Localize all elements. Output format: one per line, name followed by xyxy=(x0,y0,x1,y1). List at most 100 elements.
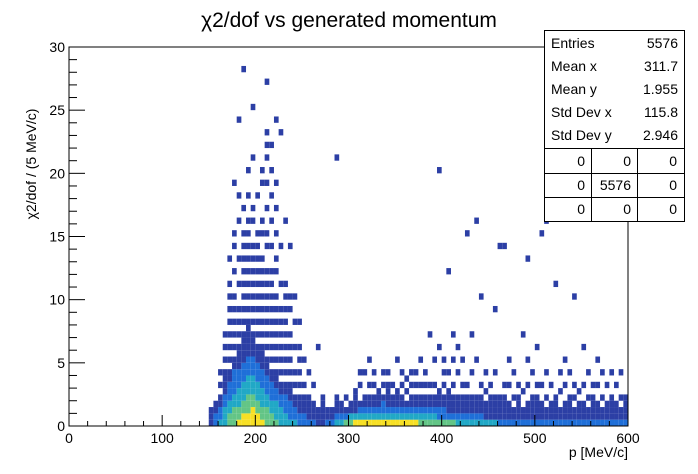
heatmap-bin xyxy=(241,318,247,325)
heatmap-bin xyxy=(264,179,270,186)
heatmap-bin xyxy=(283,369,288,376)
heatmap-bin xyxy=(492,369,498,376)
heatmap-bin xyxy=(246,230,251,237)
heatmap-bin xyxy=(390,400,396,408)
heatmap-bin xyxy=(600,394,605,401)
heatmap-bin xyxy=(292,381,298,389)
y-axis-label: χ2/dof / (5 MeV/c) xyxy=(23,109,39,220)
heatmap-bin xyxy=(273,413,279,420)
heatmap-bin xyxy=(618,419,624,426)
heatmap-bin xyxy=(269,388,274,395)
heatmap-bin xyxy=(264,78,270,85)
heatmap-bin xyxy=(427,394,433,401)
heatmap-bin xyxy=(446,413,451,420)
heatmap-bin xyxy=(259,305,265,313)
heatmap-bin xyxy=(246,343,251,351)
heatmap-bin xyxy=(502,407,507,414)
heatmap-bin xyxy=(423,407,428,414)
heatmap-bin xyxy=(399,369,405,376)
heatmap-bin xyxy=(381,381,386,389)
heatmap-bin xyxy=(227,343,233,351)
heatmap-bin xyxy=(474,356,479,363)
y-tick-label: 25 xyxy=(49,102,65,118)
heatmap-bin xyxy=(292,419,298,426)
heatmap-bin xyxy=(259,318,265,325)
x-tick-label: 200 xyxy=(244,430,268,446)
heatmap-bin xyxy=(232,407,237,414)
heatmap-bin xyxy=(437,343,442,351)
heatmap-bin xyxy=(530,419,535,426)
heatmap-bin xyxy=(227,407,233,414)
heatmap-bin xyxy=(474,394,479,401)
heatmap-bin xyxy=(478,381,484,389)
heatmap-bin xyxy=(511,407,517,414)
heatmap-bin xyxy=(460,400,465,408)
heatmap-bin xyxy=(604,419,610,426)
heatmap-bin xyxy=(273,331,279,338)
heatmap-bin xyxy=(273,356,279,363)
heatmap-bin xyxy=(232,230,237,237)
heatmap-bin xyxy=(283,400,288,408)
heatmap-bin xyxy=(404,419,410,426)
stats-meany-value: 1.955 xyxy=(642,81,678,97)
y-tick-label: 10 xyxy=(49,292,65,308)
heatmap-bin xyxy=(250,375,256,382)
heatmap-bin xyxy=(469,369,475,376)
heatmap-bin xyxy=(250,419,256,426)
heatmap-bin xyxy=(259,400,265,408)
heatmap-bin xyxy=(301,407,307,414)
heatmap-bin xyxy=(474,413,479,420)
heatmap-bin xyxy=(278,129,284,136)
heatmap-bin xyxy=(264,400,270,408)
heatmap-bin xyxy=(292,394,298,401)
heatmap-bin xyxy=(222,331,228,338)
heatmap-bin xyxy=(478,394,484,401)
heatmap-bin xyxy=(269,268,274,275)
heatmap-bin xyxy=(232,419,237,426)
heatmap-bin xyxy=(311,419,316,426)
heatmap-bin xyxy=(264,362,270,370)
heatmap-bin xyxy=(353,419,358,426)
heatmap-bin xyxy=(246,280,251,288)
heatmap-bin xyxy=(609,407,615,414)
heatmap-bin xyxy=(604,407,610,414)
heatmap-bin xyxy=(483,369,489,376)
heatmap-bin xyxy=(450,381,456,389)
x-tick-label: 0 xyxy=(65,430,73,446)
heatmap-bin xyxy=(227,369,233,376)
heatmap-bin xyxy=(567,394,573,401)
x-tick-label: 400 xyxy=(430,430,454,446)
heatmap-bin xyxy=(222,388,228,395)
heatmap-bin xyxy=(241,388,247,395)
heatmap-bin xyxy=(218,419,223,426)
heatmap-bin xyxy=(581,407,587,414)
heatmap-bin xyxy=(581,413,587,420)
heatmap-bin xyxy=(241,293,247,300)
heatmap-bin xyxy=(409,407,414,414)
heatmap-bin xyxy=(530,369,535,376)
heatmap-bin xyxy=(367,400,372,408)
heatmap-bin xyxy=(269,375,274,382)
heatmap-bin xyxy=(227,331,233,338)
heatmap-bin xyxy=(502,242,507,250)
heatmap-bin xyxy=(222,407,228,414)
heatmap-bin xyxy=(474,400,479,408)
heatmap-bin xyxy=(441,413,447,420)
heatmap-bin xyxy=(236,217,242,224)
heatmap-bin xyxy=(418,356,424,363)
heatmap-bin xyxy=(232,331,237,338)
heatmap-bin xyxy=(357,407,363,414)
heatmap-bin xyxy=(264,129,270,136)
heatmap-bin xyxy=(236,413,242,420)
heatmap-bin xyxy=(297,394,302,401)
heatmap-bin xyxy=(525,407,531,414)
heatmap-bin xyxy=(614,407,619,414)
heatmap-bin xyxy=(255,400,260,408)
heatmap-bin xyxy=(446,388,451,395)
heatmap-bin xyxy=(273,268,279,275)
heatmap-bin xyxy=(511,394,517,401)
heatmap-bin xyxy=(269,293,274,300)
heatmap-bin xyxy=(590,419,596,426)
heatmap-bin xyxy=(614,419,619,426)
heatmap-bin xyxy=(497,407,503,414)
